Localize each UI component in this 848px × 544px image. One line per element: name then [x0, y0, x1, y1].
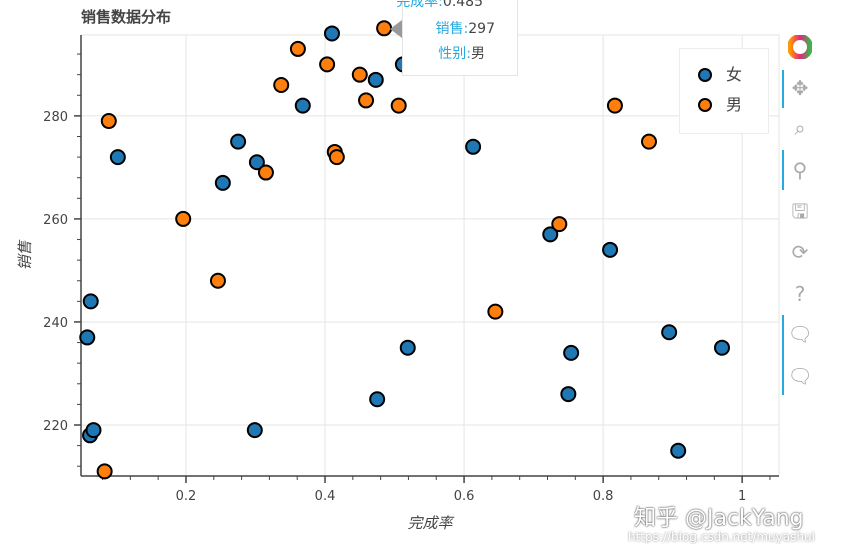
data-point: [367, 71, 384, 88]
data-point: [246, 422, 263, 439]
x-tick-label: 1: [738, 489, 746, 504]
data-point: [319, 56, 336, 73]
data-point: [100, 113, 117, 130]
data-point: [399, 339, 416, 356]
hover-icon[interactable]: 🗨: [787, 322, 813, 346]
data-point: [175, 210, 192, 227]
tooltip-value: 0.485: [442, 0, 483, 10]
tooltip-row: 完成率:0.485: [396, 0, 483, 11]
data-point: [661, 324, 678, 341]
data-point: [214, 174, 231, 191]
data-point: [294, 97, 311, 114]
data-point: [79, 329, 96, 346]
data-point: [376, 20, 393, 37]
pan-icon[interactable]: ✥: [791, 76, 809, 100]
data-point: [257, 164, 274, 181]
data-point: [551, 216, 568, 233]
legend-marker-icon: [698, 98, 712, 112]
data-point: [390, 97, 407, 114]
legend: 女 男: [679, 48, 769, 134]
x-axis-label: 完成率: [407, 514, 454, 532]
data-point: [85, 422, 102, 439]
watermark-url: https://blog.csdn.net/muyashui: [628, 530, 815, 544]
data-point: [323, 25, 340, 42]
data-point: [563, 344, 580, 361]
x-tick-label: 0.6: [454, 489, 475, 504]
hover-icon[interactable]: 🗨: [787, 364, 813, 388]
watermark: 知乎 @JackYang: [634, 506, 804, 531]
box-zoom-icon[interactable]: ⌕: [794, 116, 806, 140]
data-point: [602, 241, 619, 258]
reset-icon[interactable]: ⟳: [791, 240, 809, 264]
legend-item-female[interactable]: 女: [698, 65, 742, 85]
data-point: [273, 76, 290, 93]
legend-marker-icon: [698, 68, 712, 82]
tooltip-key: 完成率:: [396, 0, 443, 10]
data-point: [670, 442, 687, 459]
data-point: [465, 138, 482, 155]
legend-item-male[interactable]: 男: [698, 95, 742, 115]
tooltip-key: 销售:: [435, 21, 469, 37]
data-point: [606, 97, 623, 114]
x-tick-label: 0.2: [176, 489, 197, 504]
tooltip-row: 销售:297: [436, 20, 495, 38]
data-point: [542, 226, 559, 243]
active-indicator: [782, 70, 784, 108]
data-point: [358, 92, 375, 109]
data-point: [351, 66, 368, 83]
tooltip-key: 性别:: [438, 46, 471, 62]
chart-title: 销售数据分布: [81, 8, 172, 26]
data-point: [289, 40, 306, 57]
tooltip-value: 297: [468, 21, 495, 37]
data-point: [82, 293, 99, 310]
x-tick-label: 0.8: [593, 489, 614, 504]
data-point: [713, 339, 730, 356]
active-indicator: [782, 150, 784, 190]
data-point: [369, 391, 386, 408]
hover-tooltip: 完成率:0.485 销售:297 性别:男: [396, 0, 518, 76]
data-point: [96, 463, 113, 480]
data-point: [109, 149, 126, 166]
tooltip-row: 性别:男: [438, 45, 485, 63]
data-point: [487, 303, 504, 320]
y-tick-label: 240: [43, 316, 68, 331]
data-point: [328, 149, 345, 166]
data-point: [640, 133, 657, 150]
wheel-zoom-icon[interactable]: ⚲: [792, 158, 808, 182]
data-point: [209, 272, 226, 289]
data-point: [248, 154, 265, 171]
x-tick-label: 0.4: [315, 489, 336, 504]
y-tick-label: 260: [43, 213, 68, 228]
y-tick-label: 220: [43, 419, 68, 434]
help-icon[interactable]: ?: [794, 282, 806, 306]
data-point: [230, 133, 247, 150]
save-icon[interactable]: 🖫: [791, 199, 809, 223]
bokeh-logo-icon[interactable]: [788, 35, 812, 59]
legend-label: 男: [726, 95, 743, 114]
tooltip-arrow-icon: [390, 20, 402, 38]
y-tick-label: 280: [43, 110, 68, 125]
legend-label: 女: [726, 65, 743, 84]
y-axis-label: 销售: [16, 240, 34, 271]
active-indicator: [782, 315, 784, 395]
data-point: [560, 386, 577, 403]
tooltip-value: 男: [471, 46, 485, 62]
